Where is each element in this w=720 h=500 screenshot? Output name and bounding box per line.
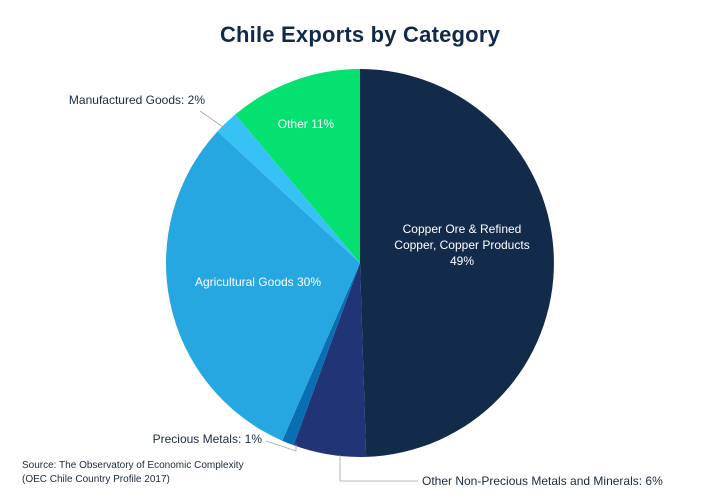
source-line-2: (OEC Chile Country Profile 2017): [22, 474, 170, 485]
leader-line-other-non-precious-metals-and-minerals: [339, 455, 418, 482]
leader-line-precious-metals: [265, 440, 297, 452]
leader-line-manufactured-goods: [199, 110, 227, 130]
slice-label-agricultural-goods: Agricultural Goods 30%: [195, 275, 321, 289]
chart-title: Chile Exports by Category: [219, 22, 501, 47]
source-line-1: Source: The Observatory of Economic Comp…: [22, 460, 244, 471]
slice-label-other-non-precious-metals-and-minerals: Other Non-Precious Metals and Minerals: …: [422, 474, 663, 488]
slice-label-precious-metals: Precious Metals: 1%: [153, 432, 263, 446]
slice-label-line: Copper Ore & Refined: [403, 222, 522, 236]
slice-label-copper-ore-and-refined-copper-copper-products: Copper Ore & Refined Copper, Copper Produ…: [394, 222, 529, 268]
slice-label-line: Agricultural Goods 30%: [195, 275, 321, 289]
slice-label-line: Copper, Copper Products: [394, 238, 529, 252]
pie-slice-precious-metals: [282, 263, 360, 446]
source-note: Source: The Observatory of Economic Comp…: [22, 459, 244, 487]
slice-label-other: Other 11%: [278, 117, 335, 131]
slice-label-manufactured-goods: Manufactured Goods: 2%: [69, 93, 205, 107]
pie-slice-copper-ore-and-refined-copper-copper-products: [360, 69, 554, 457]
slice-label-line: 49%: [450, 254, 474, 268]
pie-slice-other: [235, 69, 360, 263]
pie-slice-manufactured-goods: [217, 114, 360, 263]
pie-slice-other-non-precious-metals-and-minerals: [293, 263, 367, 457]
pie-slice-agricultural-goods: [165, 131, 360, 441]
slice-label-line: Other 11%: [278, 117, 335, 131]
